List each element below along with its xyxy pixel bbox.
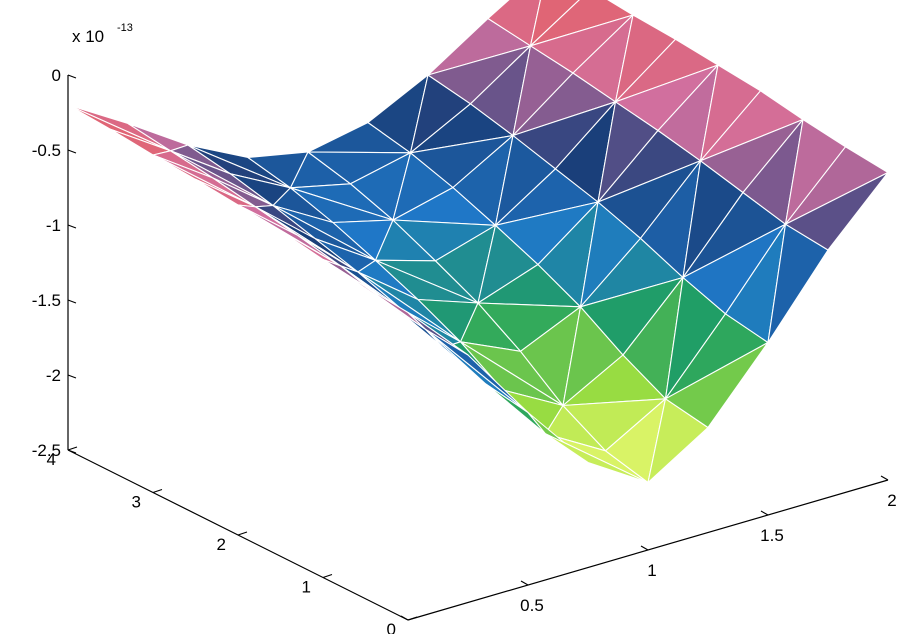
surface-mesh-triangle [544,433,649,484]
z-tick-label: -0.5 [32,141,61,160]
y-tick-mark [407,616,418,621]
z-scale-exponent-label: x 10 [72,27,104,46]
y-tick-label: 3 [132,493,141,512]
z-tick-label: -2 [46,366,61,385]
surface-mesh [67,0,889,484]
y-tick-mark [237,531,248,536]
x-tick-mark [400,615,409,621]
y-tick-mark [322,573,333,579]
ticks: 0 -0.5 -1 -1.5 -2 -2.5 0 1 2 3 4 0 0.5 1 1.5 2 [32,66,897,634]
surface-mesh-triangle [424,328,529,414]
surface-mesh-triangle [67,104,172,152]
x-tick-label: 2 [887,491,896,510]
x-tick-mark [880,475,889,481]
y-tick-label: 2 [217,535,226,554]
z-tick-label: -1 [46,216,61,235]
z-tick-mark [67,224,77,229]
z-tick-label: -1.5 [32,291,61,310]
z-tick-mark [67,74,77,79]
y-tick-label: 0 [387,620,396,634]
z-tick-mark [67,149,77,154]
surface-mesh-triangle [664,341,769,429]
x-tick-mark [640,545,649,551]
z-tick-mark [67,449,77,454]
x-tick-label: 1 [647,561,656,580]
surface-mesh-triangle [784,171,889,251]
y-tick-mark [152,488,163,494]
y-tick-mark [67,446,78,451]
z-tick-mark [67,299,77,304]
y-tick-label: 1 [302,578,311,597]
x-tick-mark [520,580,529,586]
y-tick-label: 4 [47,450,56,469]
z-scale-exponent-value: -13 [117,22,133,34]
z-tick-label: 0 [52,66,61,85]
x-tick-label: 0.5 [520,596,544,615]
z-tick-label: -2.5 [32,441,61,460]
x-tick-label: 1.5 [760,526,784,545]
z-tick-mark [67,374,77,379]
x-tick-label: 0 [407,631,416,634]
x-tick-mark [760,510,769,516]
